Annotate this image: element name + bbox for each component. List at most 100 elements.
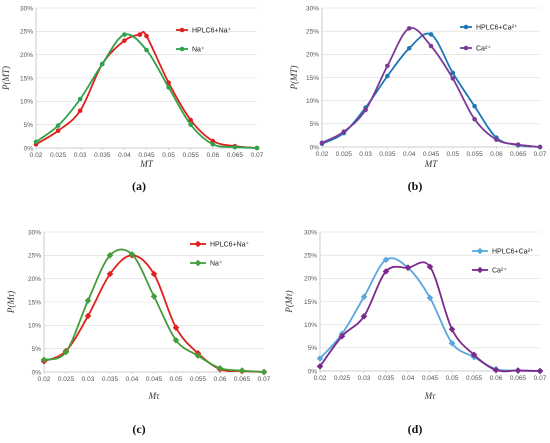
data-point (172, 336, 180, 344)
data-point (77, 96, 83, 102)
y-tick-label: 25% (28, 253, 41, 260)
data-point (382, 256, 390, 264)
x-tick-label: 0.04 (403, 151, 416, 158)
data-point (316, 355, 324, 362)
x-tick-label: 0.035 (378, 375, 395, 382)
data-point (450, 70, 456, 76)
data-point (515, 142, 521, 147)
y-tick-label: 30% (28, 229, 41, 236)
panel-label-a: (a) (132, 179, 146, 193)
x-tick-label: 0.045 (423, 151, 440, 158)
x-tick-label: 0.055 (190, 376, 207, 383)
y-tick-label: 0% (308, 368, 318, 375)
legend-marker (179, 46, 185, 52)
data-point (40, 356, 48, 364)
legend-label: Ca²⁺ (476, 46, 491, 53)
data-point (150, 293, 158, 300)
chart-panel-d: 0% 5% 10% 15% 20% 25% 30% 0.02 0.025 0.03 0.035 0.0… (284, 229, 547, 401)
x-axis-label: MT (139, 159, 153, 169)
data-point (55, 128, 61, 134)
x-tick-label: 0.02 (316, 151, 329, 158)
x-tick-label: 0.06 (490, 375, 503, 382)
x-tick-label: 0.07 (534, 151, 547, 158)
x-tick-label: 0.06 (490, 151, 503, 158)
panel-label-b: (b) (408, 179, 423, 193)
data-point (144, 47, 149, 53)
data-point (514, 367, 522, 374)
y-tick-label: 20% (20, 52, 33, 59)
legend-label: HPLC6+Ca²⁺ (492, 249, 534, 256)
x-tick-label: 0.045 (146, 376, 163, 383)
data-point (472, 116, 477, 122)
data-point (406, 26, 412, 31)
data-point (492, 366, 500, 374)
data-point (106, 252, 114, 259)
legend-marker (194, 240, 202, 248)
data-point (55, 123, 61, 128)
data-point (472, 103, 477, 109)
data-point (260, 368, 268, 376)
data-point (144, 33, 149, 39)
x-axis-label: Mτ (148, 391, 160, 401)
data-point (150, 270, 158, 278)
data-point (428, 43, 434, 49)
y-tick-label: 15% (306, 75, 319, 82)
y-tick-label: 20% (304, 276, 317, 283)
legend-marker (179, 27, 185, 33)
data-point (319, 140, 325, 146)
data-point (385, 73, 390, 79)
data-point (385, 63, 390, 69)
data-point (172, 324, 180, 331)
data-point (363, 107, 368, 113)
x-tick-label: 0.05 (162, 152, 175, 159)
chart-panel-a: 0% 5% 10% 15% 20% 25% 30% 0.02 0.025 0.03 0.035 0.0… (1, 5, 264, 169)
data-point (448, 326, 456, 333)
legend-label: Ca²⁺ (492, 268, 507, 275)
data-point (536, 367, 544, 375)
legend-label: Na⁺ (192, 47, 205, 54)
chart-panel-b: 0% 5% 10% 15% 20% 25% 30% 0.02 0.025 0.03 0.035 0.0… (289, 5, 547, 169)
x-tick-label: 0.06 (206, 152, 219, 159)
x-tick-label: 0.02 (314, 375, 327, 382)
y-axis-label: P(MT) (1, 66, 11, 91)
x-tick-label: 0.06 (214, 376, 227, 383)
y-axis-label: P(Mτ) (284, 290, 294, 313)
legend-label: HPLC6+Na⁺ (210, 242, 250, 249)
x-tick-label: 0.07 (534, 375, 547, 382)
data-point (426, 263, 434, 271)
data-point (210, 141, 216, 147)
data-point (62, 348, 70, 356)
y-tick-label: 30% (306, 5, 319, 12)
data-point (100, 61, 105, 67)
data-point (122, 32, 127, 37)
x-tick-label: 0.055 (183, 152, 200, 159)
x-tick-label: 0.025 (58, 376, 75, 383)
x-tick-label: 0.035 (102, 376, 119, 383)
y-tick-label: 5% (24, 122, 34, 129)
data-point (404, 264, 412, 271)
data-point (450, 76, 456, 81)
y-axis-label: P(Mτ) (6, 291, 16, 314)
x-tick-label: 0.055 (466, 151, 483, 158)
x-tick-label: 0.03 (82, 376, 95, 383)
data-point (448, 339, 456, 347)
legend-marker (476, 266, 484, 274)
data-point (238, 367, 246, 374)
legend-marker (463, 45, 469, 51)
x-tick-label: 0.065 (227, 152, 244, 159)
series-line-0 (321, 32, 541, 148)
legend-label: HPLC6+Ca²⁺ (476, 25, 518, 32)
data-point (106, 270, 114, 278)
data-point (84, 312, 92, 320)
data-point (33, 139, 39, 145)
y-tick-label: 25% (20, 29, 33, 36)
data-point (341, 129, 347, 135)
legend-marker (194, 259, 202, 267)
y-tick-label: 30% (20, 5, 33, 12)
x-tick-label: 0.045 (138, 152, 155, 159)
data-point (188, 117, 193, 123)
data-point (428, 32, 434, 37)
x-tick-label: 0.025 (334, 375, 351, 382)
data-point (406, 46, 412, 51)
